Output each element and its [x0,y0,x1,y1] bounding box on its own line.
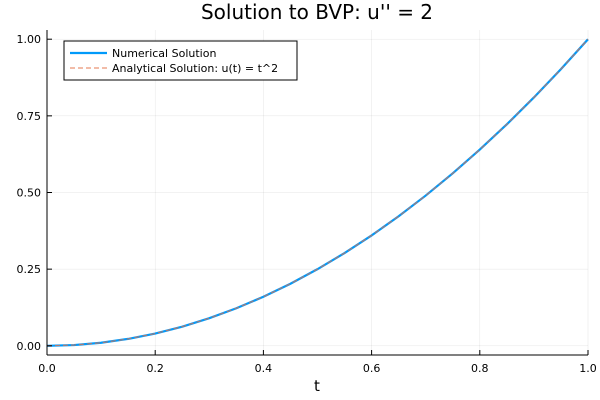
chart-title: Solution to BVP: u'' = 2 [201,0,433,24]
x-axis-label: t [314,377,320,395]
x-tick-label: 0.6 [363,362,381,375]
x-tick-label: 0.0 [38,362,56,375]
legend-label-analytical: Analytical Solution: u(t) = t^2 [112,62,278,75]
x-tick-label: 0.2 [146,362,164,375]
y-tick-label: 0.50 [17,187,42,200]
x-tick-label: 0.4 [255,362,273,375]
y-tick-label: 0.00 [17,340,42,353]
y-tick-label: 0.25 [17,263,42,276]
axes [46,30,589,356]
y-tick-label: 1.00 [17,33,42,46]
legend-label-numerical: Numerical Solution [112,47,216,60]
legend-box [63,40,298,81]
x-tick-label: 0.8 [471,362,489,375]
series-line-analytical [46,38,589,347]
grid [46,30,589,355]
legend: Numerical Solution Analytical Solution: … [63,40,298,81]
series-layer [46,38,589,347]
tick-labels: 0.0 0.2 0.4 0.6 0.8 1.0 0.00 0.25 0.50 0.75 1.00 [17,33,597,375]
y-tick-label: 0.75 [17,110,42,123]
x-tick-label: 1.0 [579,362,597,375]
